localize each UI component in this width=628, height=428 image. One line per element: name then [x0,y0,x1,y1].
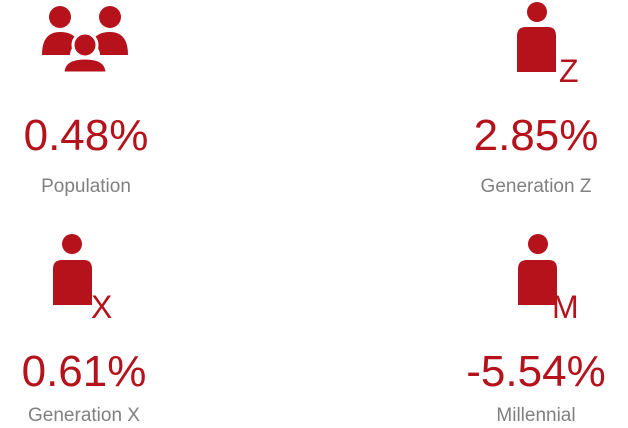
millennial-icon [518,234,557,305]
generation-x-icon [53,234,92,305]
label: Generation Z [481,176,592,197]
label: Population [41,176,131,197]
population-icon [42,6,128,75]
icon-letter: Z [559,53,579,89]
generation-z-icon [517,2,556,72]
icon-letter: M [552,289,579,325]
value: -5.54% [466,347,605,396]
value: 0.61% [22,347,147,396]
label: Generation X [28,405,140,426]
icon-letter: X [91,289,112,325]
label: Millennial [496,405,575,426]
value: 2.85% [474,111,599,160]
value: 0.48% [24,111,149,160]
